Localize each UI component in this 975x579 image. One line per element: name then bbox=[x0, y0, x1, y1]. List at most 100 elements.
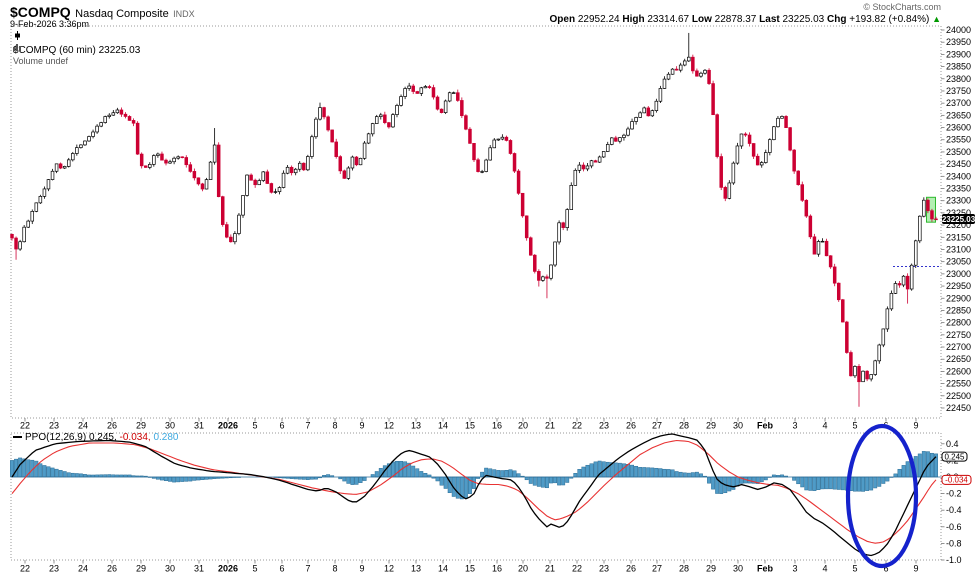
svg-text:8: 8 bbox=[332, 421, 337, 431]
symbol: $COMPQ bbox=[10, 4, 71, 20]
svg-text:7: 7 bbox=[305, 421, 310, 431]
svg-text:0.4: 0.4 bbox=[946, 439, 959, 449]
svg-text:23200: 23200 bbox=[946, 220, 971, 230]
annotation-ellipse bbox=[845, 423, 919, 569]
svg-text:8: 8 bbox=[332, 564, 337, 574]
svg-text:22750: 22750 bbox=[946, 330, 971, 340]
svg-text:22600: 22600 bbox=[946, 366, 971, 376]
svg-text:-1.0: -1.0 bbox=[946, 555, 962, 565]
svg-text:0.245: 0.245 bbox=[944, 452, 965, 461]
svg-text:29: 29 bbox=[136, 421, 146, 431]
svg-text:Feb: Feb bbox=[757, 421, 774, 431]
svg-text:9: 9 bbox=[913, 421, 918, 431]
symbol-name: Nasdaq Composite bbox=[75, 8, 169, 20]
last-value: 23225.03 bbox=[782, 14, 825, 25]
price-legend: $COMPQ (60 min) 23225.03 bbox=[13, 45, 141, 56]
svg-text:27: 27 bbox=[652, 564, 662, 574]
svg-text:5: 5 bbox=[852, 421, 857, 431]
svg-text:-0.034: -0.034 bbox=[945, 476, 968, 485]
svg-text:23225.03: 23225.03 bbox=[942, 215, 975, 224]
svg-text:30: 30 bbox=[165, 564, 175, 574]
svg-text:22550: 22550 bbox=[946, 379, 971, 389]
copyright: © StockCharts.com bbox=[863, 2, 941, 12]
svg-text:5: 5 bbox=[252, 421, 257, 431]
svg-text:28: 28 bbox=[679, 564, 689, 574]
svg-text:22450: 22450 bbox=[946, 403, 971, 413]
price-axis: 24000 23950 23900 23850 23800 23750 23700 23650… bbox=[941, 25, 971, 413]
chart-datetime: 9-Feb-2026 3:36pm bbox=[10, 19, 90, 29]
symbol-exchange: INDX bbox=[173, 9, 195, 19]
svg-text:2026: 2026 bbox=[218, 421, 238, 431]
svg-text:20: 20 bbox=[518, 421, 528, 431]
svg-text:23800: 23800 bbox=[946, 74, 971, 84]
open-value: 22952.24 bbox=[577, 14, 620, 25]
candlestick-icon bbox=[15, 31, 20, 40]
open-label: Open bbox=[549, 14, 576, 25]
svg-text:22: 22 bbox=[572, 421, 582, 431]
svg-text:23: 23 bbox=[49, 421, 59, 431]
svg-text:29: 29 bbox=[706, 564, 716, 574]
svg-text:Feb: Feb bbox=[757, 564, 774, 574]
svg-text:2026: 2026 bbox=[218, 564, 238, 574]
svg-text:23300: 23300 bbox=[946, 196, 971, 206]
svg-text:24: 24 bbox=[78, 564, 88, 574]
svg-text:29: 29 bbox=[706, 421, 716, 431]
svg-text:22700: 22700 bbox=[946, 342, 971, 352]
svg-text:23650: 23650 bbox=[946, 110, 971, 120]
svg-text:15: 15 bbox=[465, 564, 475, 574]
svg-text:23450: 23450 bbox=[946, 159, 971, 169]
svg-text:15: 15 bbox=[465, 421, 475, 431]
svg-text:26: 26 bbox=[626, 564, 636, 574]
svg-text:23: 23 bbox=[49, 564, 59, 574]
svg-text:9: 9 bbox=[359, 564, 364, 574]
svg-text:23600: 23600 bbox=[946, 123, 971, 133]
svg-text:13: 13 bbox=[411, 564, 421, 574]
price-legend-row: $COMPQ (60 min) 23225.03 bbox=[13, 31, 140, 58]
ppo-histogram-value: 0.280 bbox=[153, 432, 179, 443]
candlestick-series bbox=[10, 32, 938, 407]
svg-text:23150: 23150 bbox=[946, 232, 971, 242]
low-label: Low bbox=[691, 14, 712, 25]
low-value: 22878.37 bbox=[714, 14, 757, 25]
svg-text:21: 21 bbox=[545, 421, 555, 431]
svg-text:22650: 22650 bbox=[946, 354, 971, 364]
svg-text:4: 4 bbox=[822, 564, 827, 574]
ppo-legend-row: PPO(12,26,9) 0.245, -0.034, 0.280 bbox=[13, 432, 178, 443]
ppo-value-boxes: 0.245 -0.034 bbox=[941, 451, 972, 485]
svg-text:22: 22 bbox=[572, 564, 582, 574]
svg-text:22850: 22850 bbox=[946, 305, 971, 315]
volume-legend: Volume undef bbox=[13, 56, 69, 66]
date-axis: 2222232324242626292930303131202620265566… bbox=[20, 418, 919, 574]
svg-text:-0.4: -0.4 bbox=[946, 505, 962, 515]
svg-text:23850: 23850 bbox=[946, 62, 971, 72]
svg-text:26: 26 bbox=[626, 421, 636, 431]
ppo-value: 0.245, bbox=[88, 432, 117, 443]
svg-text:22: 22 bbox=[20, 421, 30, 431]
volume-bars-icon bbox=[13, 44, 21, 51]
last-price-label: 23225.03 bbox=[942, 213, 975, 224]
svg-text:16: 16 bbox=[492, 564, 502, 574]
svg-text:21: 21 bbox=[545, 564, 555, 574]
chg-label: Chg bbox=[827, 14, 847, 25]
quote-line: Open 22952.24 High 23314.67 Low 22878.37… bbox=[550, 14, 941, 25]
svg-text:30: 30 bbox=[165, 421, 175, 431]
svg-text:28: 28 bbox=[679, 421, 689, 431]
svg-text:13: 13 bbox=[411, 421, 421, 431]
ppo-signal-value: -0.034, bbox=[119, 432, 151, 443]
svg-text:30: 30 bbox=[733, 564, 743, 574]
svg-text:-0.6: -0.6 bbox=[946, 522, 962, 532]
svg-text:24: 24 bbox=[78, 421, 88, 431]
chart-title-row: $COMPQ Nasdaq Composite INDX bbox=[10, 4, 195, 22]
svg-text:23350: 23350 bbox=[946, 184, 971, 194]
svg-text:23950: 23950 bbox=[946, 37, 971, 47]
svg-text:5: 5 bbox=[852, 564, 857, 574]
up-triangle-icon: ▲ bbox=[932, 14, 941, 24]
svg-text:23: 23 bbox=[599, 564, 609, 574]
svg-text:16: 16 bbox=[492, 421, 502, 431]
svg-text:26: 26 bbox=[107, 421, 117, 431]
svg-text:23050: 23050 bbox=[946, 257, 971, 267]
svg-text:23500: 23500 bbox=[946, 147, 971, 157]
svg-text:6: 6 bbox=[883, 564, 888, 574]
